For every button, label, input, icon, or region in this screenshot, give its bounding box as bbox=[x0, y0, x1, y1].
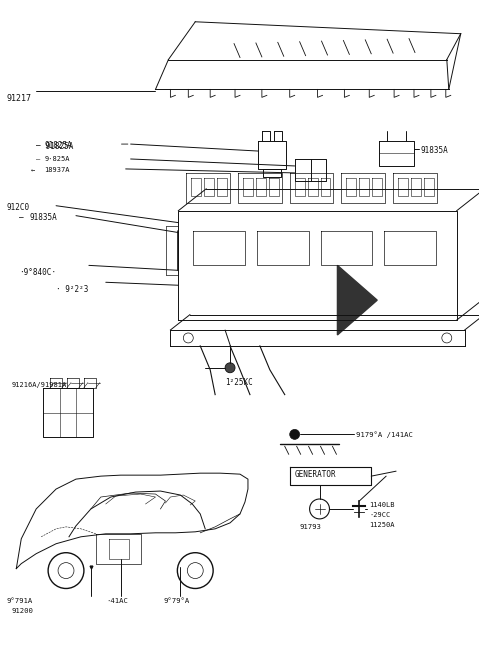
Text: 91217: 91217 bbox=[6, 95, 31, 103]
Text: —: — bbox=[19, 213, 24, 221]
Text: —: — bbox=[36, 141, 41, 150]
Text: ·9°840C·: ·9°840C· bbox=[19, 268, 56, 277]
Text: 1²25KC: 1²25KC bbox=[225, 378, 253, 387]
Text: 91825A: 91825A bbox=[44, 141, 72, 150]
Text: 9°79°A: 9°79°A bbox=[164, 599, 190, 604]
Text: 9°791A: 9°791A bbox=[6, 599, 33, 604]
Text: ←: ← bbox=[31, 167, 36, 173]
Polygon shape bbox=[337, 265, 377, 335]
Text: ·29CC: ·29CC bbox=[369, 512, 391, 518]
Text: 1140LB: 1140LB bbox=[369, 502, 395, 508]
Text: 18937A: 18937A bbox=[44, 167, 70, 173]
Text: 91216A/91981A: 91216A/91981A bbox=[12, 382, 67, 388]
Text: 91835A: 91835A bbox=[421, 146, 449, 155]
Text: ·41AC: ·41AC bbox=[106, 599, 128, 604]
Text: 91200: 91200 bbox=[12, 608, 33, 614]
Text: 9·825A: 9·825A bbox=[44, 156, 70, 162]
Text: 91835A: 91835A bbox=[29, 213, 57, 221]
Text: —: — bbox=[36, 156, 40, 162]
Circle shape bbox=[290, 430, 300, 440]
Circle shape bbox=[225, 363, 235, 373]
Text: 912C0: 912C0 bbox=[6, 203, 29, 212]
Text: 91825A: 91825A bbox=[41, 142, 73, 151]
Text: GENERATOR: GENERATOR bbox=[295, 470, 336, 479]
Text: 11250A: 11250A bbox=[369, 522, 395, 528]
Text: · 9²2²3: · 9²2²3 bbox=[56, 285, 88, 294]
Text: 9179°A /141AC: 9179°A /141AC bbox=[356, 432, 413, 438]
Text: 91793: 91793 bbox=[300, 524, 322, 530]
